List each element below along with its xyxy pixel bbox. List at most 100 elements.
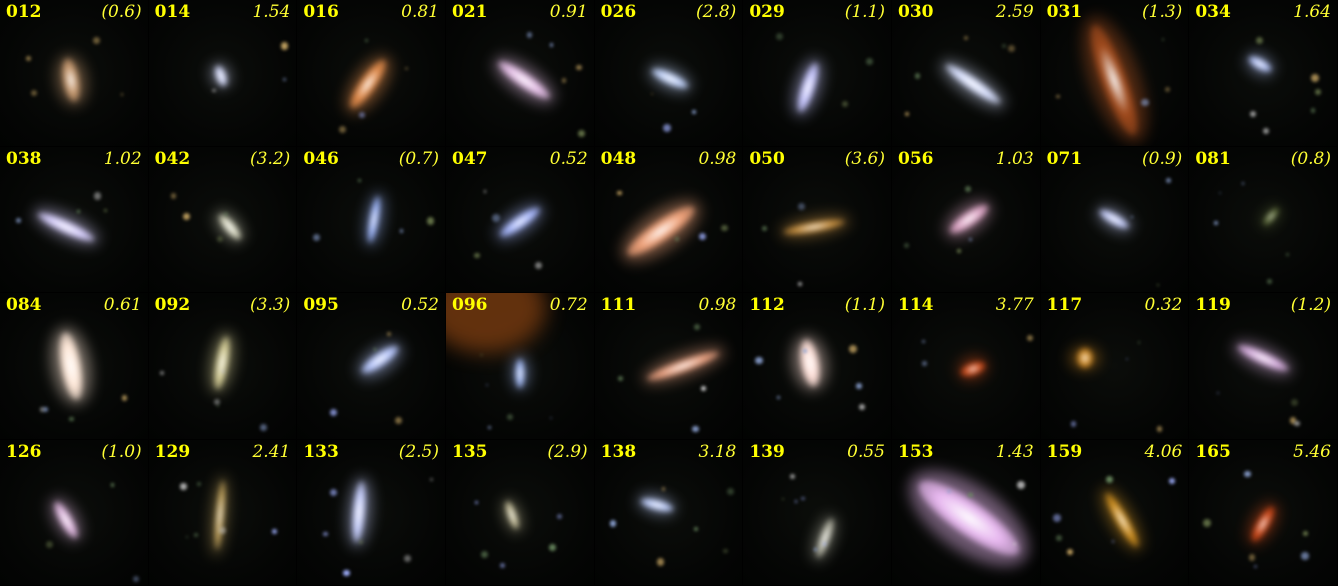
background-source [329,488,338,497]
redshift-label: (0.9) [1142,148,1183,169]
background-source [721,224,728,232]
galaxy-tile: 095 0.52 [297,293,446,440]
background-source [1255,37,1263,45]
redshift-label: (2.5) [398,441,439,462]
galaxy-id-label: 111 [600,295,637,315]
background-source [272,529,277,534]
background-source [904,111,910,117]
background-source [814,547,818,551]
background-source [866,57,874,65]
background-source [822,542,826,546]
galaxy-tile: 026 (2.8) [594,0,744,147]
background-source [691,109,696,114]
galaxy-tile: 117 0.32 [1040,293,1190,440]
redshift-label: 1.64 [1293,2,1331,22]
background-source [280,42,289,50]
background-source [1285,252,1289,256]
background-source [1289,417,1297,424]
galaxy-id-label: 050 [749,148,785,169]
redshift-label: (1.1) [844,295,885,315]
galaxy-tile: 038 1.02 [0,146,149,293]
background-source [16,218,22,224]
redshift-label: (0.8) [1290,148,1331,169]
background-source [904,243,910,248]
background-source [651,93,654,96]
galaxy-id-label: 081 [1195,148,1231,169]
galaxy-tile: 046 (0.7) [297,146,446,293]
background-source [797,202,806,210]
galaxy-tile: 016 0.81 [297,0,446,147]
galaxy-tile: 092 (3.3) [148,293,298,440]
galaxy-tile: 050 (3.6) [743,146,892,293]
galaxy-tile: 048 0.98 [594,146,744,293]
redshift-label: (0.6) [101,2,142,22]
background-source [781,498,784,501]
background-source [964,36,969,40]
background-source [160,371,165,375]
galaxy-id-label: 135 [452,441,488,462]
background-source [1001,44,1006,48]
galaxy-tile: 031 (1.3) [1040,0,1190,147]
background-source [1248,554,1256,562]
background-source [185,536,188,539]
background-source [849,344,858,353]
background-source [1164,86,1171,92]
redshift-label: (3.6) [844,148,885,169]
galaxy-id-label: 014 [154,2,191,22]
redshift-label: 2.59 [995,2,1034,22]
background-source [68,416,74,422]
background-source [122,395,128,401]
background-source [1203,518,1211,527]
background-source [1130,216,1134,219]
redshift-label: 1.02 [103,148,142,169]
background-source [723,548,729,554]
background-source [692,425,699,432]
background-source [182,213,190,221]
background-source [358,111,365,118]
background-source [617,376,623,381]
background-source [1105,475,1114,484]
background-source [858,403,866,411]
galaxy-tile: 096 0.72 [446,293,595,440]
background-source [343,570,350,577]
galaxy-id-label: 126 [6,441,42,462]
background-source [1311,74,1319,83]
galaxy-id-label: 095 [303,295,339,315]
galaxy-id-label: 119 [1195,295,1231,315]
background-source [1156,284,1159,287]
galaxy-image [515,358,525,389]
redshift-label: 1.43 [995,441,1034,462]
redshift-label: 0.98 [698,148,737,169]
galaxy-id-label: 029 [749,2,785,22]
background-source [549,43,554,47]
background-source [387,332,392,337]
redshift-label: 0.98 [698,295,737,315]
galaxy-tile: 112 (1.1) [743,293,892,440]
redshift-label: 0.52 [401,295,439,315]
galaxy-id-label: 153 [898,441,934,462]
galaxy-tile: 165 5.46 [1189,439,1338,586]
galaxy-id-label: 159 [1046,441,1083,462]
background-source [1301,552,1309,560]
background-source [480,354,483,357]
background-source [1111,540,1115,544]
background-source [506,413,513,420]
background-source [39,407,45,412]
galaxy-tile: 139 0.55 [743,439,892,586]
galaxy-tile: 056 1.03 [892,146,1041,293]
galaxy-tile: 014 1.54 [148,0,298,147]
background-source [609,519,617,527]
galaxy-tile: 126 (1.0) [0,439,149,586]
background-source [216,404,220,408]
background-source [1213,220,1218,225]
background-source [556,514,562,520]
background-source [534,261,543,270]
background-source [1017,481,1026,490]
background-source [526,31,533,38]
background-source [550,416,553,419]
background-source [218,527,226,534]
galaxy-tile: 034 1.64 [1189,0,1338,147]
galaxy-id-label: 084 [6,295,42,315]
galaxy-tile: 029 (1.1) [743,0,892,147]
galaxy-image [942,60,1004,109]
